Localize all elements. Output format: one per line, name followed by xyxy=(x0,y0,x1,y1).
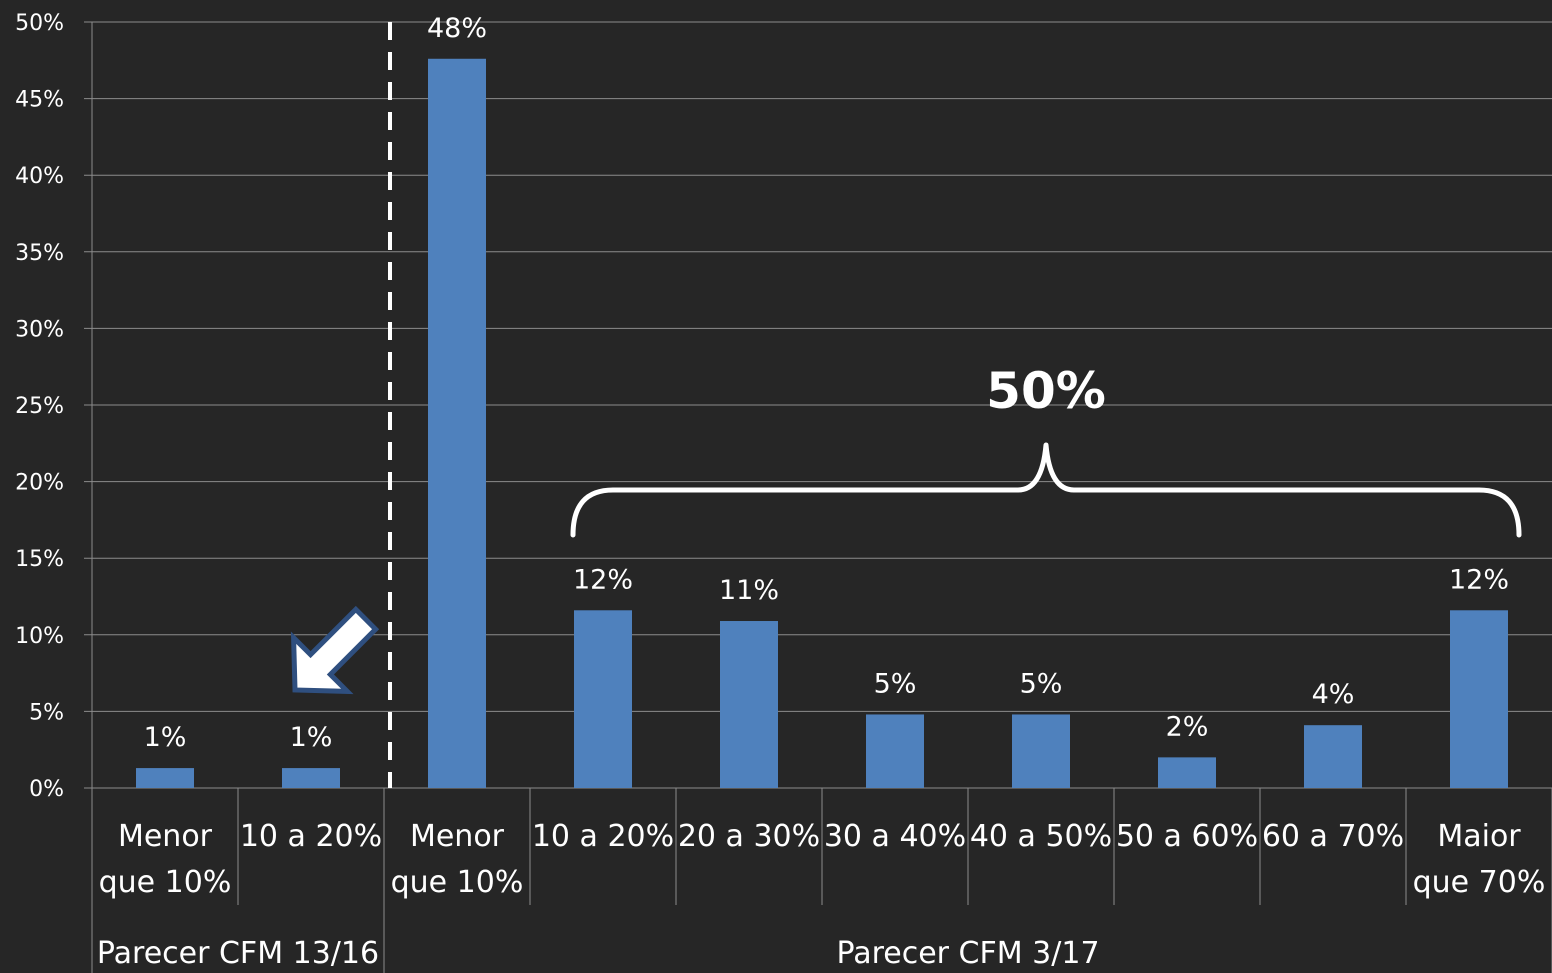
x-tick-label: Menor que 10% xyxy=(391,819,524,900)
y-tick-label: 15% xyxy=(15,547,64,572)
bar xyxy=(1158,757,1216,788)
y-tick-label: 5% xyxy=(29,700,64,725)
x-tick-label: Maior que 70% xyxy=(1413,819,1546,900)
bar xyxy=(720,621,778,788)
data-label: 5% xyxy=(874,668,917,699)
data-label: 1% xyxy=(144,722,187,753)
bar xyxy=(1012,714,1070,788)
bar xyxy=(574,610,632,788)
bars xyxy=(136,58,1508,788)
y-tick-label: 45% xyxy=(15,88,64,113)
data-label: 4% xyxy=(1312,679,1355,710)
arrow-icon xyxy=(290,605,380,695)
data-label: 12% xyxy=(573,564,633,595)
bar xyxy=(428,58,486,788)
x-tick-label: 20 a 30% xyxy=(678,819,820,854)
bar xyxy=(136,768,194,788)
x-tick-label: Menor que 10% xyxy=(99,819,232,900)
y-tick-label: 0% xyxy=(29,777,64,802)
group-label: Parecer CFM 3/17 xyxy=(836,936,1099,971)
bar xyxy=(866,714,924,788)
x-tick-label: 50 a 60% xyxy=(1116,819,1258,854)
bar xyxy=(282,768,340,788)
bar xyxy=(1450,610,1508,788)
x-tick-label: 40 a 50% xyxy=(970,819,1112,854)
x-tick-label: 10 a 20% xyxy=(532,819,674,854)
y-tick-label: 40% xyxy=(15,164,64,189)
brace-label: 50% xyxy=(986,362,1106,420)
y-tick-label: 20% xyxy=(15,471,64,496)
x-tick-label: 30 a 40% xyxy=(824,819,966,854)
data-label: 48% xyxy=(427,13,487,44)
group-label: Parecer CFM 13/16 xyxy=(97,936,379,971)
y-tick-label: 35% xyxy=(15,241,64,266)
data-labels: 1% 1% 48% 12% 11% 5% 5% 2% 4% 12% xyxy=(144,13,1509,753)
y-tick-label: 10% xyxy=(15,624,64,649)
x-tick-label: 60 a 70% xyxy=(1262,819,1404,854)
y-tick-label: 50% xyxy=(15,11,64,36)
y-tick-label: 25% xyxy=(15,394,64,419)
data-label: 5% xyxy=(1020,668,1063,699)
data-label: 12% xyxy=(1449,564,1509,595)
bar xyxy=(1304,725,1362,788)
x-tick-label: 10 a 20% xyxy=(240,819,382,854)
data-label: 1% xyxy=(290,722,333,753)
data-label: 2% xyxy=(1166,711,1209,742)
brace xyxy=(570,442,1522,538)
data-label: 11% xyxy=(719,575,779,606)
annotations: 50% xyxy=(290,22,1522,788)
y-axis: 0% 5% 10% 15% 20% 25% 30% 35% 40% 45% 50% xyxy=(15,11,93,802)
arrow-shape xyxy=(290,605,380,695)
y-tick-label: 30% xyxy=(15,317,64,342)
x-axis: Menor que 10%10 a 20% Menor que 10%10 a 20%… xyxy=(91,788,1552,973)
